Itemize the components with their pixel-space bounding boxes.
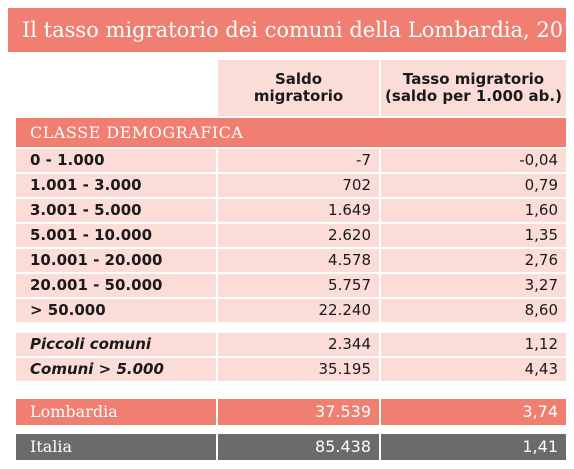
row-tasso: 3,74 [381, 399, 566, 425]
total-row-lombardia: Lombardia 37.539 3,74 [16, 399, 566, 425]
table-row: 20.001 - 50.000 5.757 3,27 [16, 274, 566, 297]
row-tasso: -0,04 [381, 149, 566, 172]
row-tasso: 1,12 [381, 333, 566, 356]
row-tasso: 1,35 [381, 224, 566, 247]
row-saldo: 2.620 [218, 224, 379, 247]
column-header-tasso-line1: Tasso migratorio [402, 70, 545, 88]
row-saldo: 2.344 [218, 333, 379, 356]
row-label: Comuni > 5.000 [16, 358, 216, 381]
table-row: 1.001 - 3.000 702 0,79 [16, 174, 566, 197]
row-label: Lombardia [16, 399, 216, 425]
row-label: 5.001 - 10.000 [16, 224, 216, 247]
row-tasso: 8,60 [381, 299, 566, 322]
column-header-tasso: Tasso migratorio (saldo per 1.000 ab.) [381, 60, 566, 116]
row-label: Piccoli comuni [16, 333, 216, 356]
table-row-group: Piccoli comuni 2.344 1,12 [16, 333, 566, 356]
row-saldo: 85.438 [218, 434, 379, 460]
row-label: 1.001 - 3.000 [16, 174, 216, 197]
total-row-italia: Italia 85.438 1,41 [16, 434, 566, 460]
row-saldo: 1.649 [218, 199, 379, 222]
row-label: 3.001 - 5.000 [16, 199, 216, 222]
column-header-row: Saldo migratorio Tasso migratorio (saldo… [0, 60, 574, 116]
table-row: 0 - 1.000 -7 -0,04 [16, 149, 566, 172]
row-saldo: 22.240 [218, 299, 379, 322]
section-header-classe-demografica: CLASSE DEMOGRAFICA [16, 118, 566, 147]
row-saldo: -7 [218, 149, 379, 172]
column-header-tasso-line2: (saldo per 1.000 ab.) [385, 87, 562, 105]
row-saldo: 702 [218, 174, 379, 197]
table-title: Il tasso migratorio dei comuni della Lom… [8, 8, 574, 52]
row-label: 0 - 1.000 [16, 149, 216, 172]
row-tasso: 4,43 [381, 358, 566, 381]
row-saldo: 4.578 [218, 249, 379, 272]
column-header-saldo: Saldo migratorio [218, 60, 379, 116]
row-tasso: 2,76 [381, 249, 566, 272]
column-header-saldo-line2: migratorio [253, 87, 344, 105]
row-tasso: 3,27 [381, 274, 566, 297]
row-label: Italia [16, 434, 216, 460]
row-saldo: 37.539 [218, 399, 379, 425]
table-row-group: Comuni > 5.000 35.195 4,43 [16, 358, 566, 381]
table-row: > 50.000 22.240 8,60 [16, 299, 566, 322]
row-tasso: 0,79 [381, 174, 566, 197]
table-row: 5.001 - 10.000 2.620 1,35 [16, 224, 566, 247]
row-label: > 50.000 [16, 299, 216, 322]
row-label: 10.001 - 20.000 [16, 249, 216, 272]
row-tasso: 1,41 [381, 434, 566, 460]
table-row: 10.001 - 20.000 4.578 2,76 [16, 249, 566, 272]
column-header-saldo-line1: Saldo [274, 70, 323, 88]
row-tasso: 1,60 [381, 199, 566, 222]
row-label: 20.001 - 50.000 [16, 274, 216, 297]
row-saldo: 5.757 [218, 274, 379, 297]
row-saldo: 35.195 [218, 358, 379, 381]
table-row: 3.001 - 5.000 1.649 1,60 [16, 199, 566, 222]
